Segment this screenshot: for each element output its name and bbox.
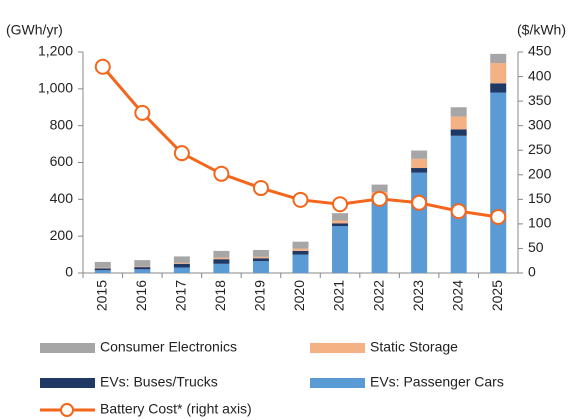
bar-segment [173,267,190,273]
bar-segment [134,267,151,270]
bar-segment [292,254,309,273]
bar-segment [252,261,269,273]
x-tick-label: 2019 [252,280,268,311]
bar-segment [292,250,309,255]
legend-swatch [40,378,95,388]
y2-axis-label: ($/kWh) [517,22,566,38]
bar-segment [173,256,190,263]
line-marker [490,209,507,226]
bar-segment [332,223,349,227]
legend-swatch [310,378,365,388]
bar-segment [332,220,349,224]
line-marker [371,190,388,207]
bar-segment [490,92,507,274]
bar-segment [173,263,190,268]
legend-label: EVs: Buses/Trucks [100,374,218,390]
bar-segment [490,63,507,84]
line-marker [411,194,428,211]
line-marker [94,58,111,75]
bar-segment [213,259,230,264]
bar-segment [213,250,230,258]
bar-segment [134,269,151,273]
y-tick-label: 800 [50,116,74,132]
line-marker [292,191,309,208]
bar-segment [94,261,111,268]
bar-segment [94,267,111,269]
y2-tick-label: 100 [528,215,552,231]
bar-segment [94,270,111,273]
bar-segment [292,241,309,249]
bar-segment [252,256,269,259]
bar-segment [332,213,349,221]
x-tick-label: 2020 [291,280,307,311]
legend-label: Battery Cost* (right axis) [100,401,252,417]
line-marker [213,165,230,182]
x-tick-label: 2018 [212,280,228,311]
bar-segment [252,258,269,262]
bar-segment [134,260,151,267]
x-tick-label: 2025 [489,280,505,311]
bar-segment [411,168,428,173]
legend-swatch [40,343,95,353]
bar-segment [490,53,507,64]
line-marker [134,104,151,121]
y-tick-label: 400 [50,190,74,206]
bar-segment [213,257,230,260]
y2-tick-label: 300 [528,116,552,132]
y2-tick-label: 350 [528,92,552,108]
bar-segment [134,266,151,268]
line-marker [173,145,190,162]
y-axis-label: (GWh/yr) [6,22,63,38]
x-tick-label: 2015 [93,280,109,311]
y2-tick-label: 200 [528,165,552,181]
bar-segment [450,107,467,117]
legend-label: Consumer Electronics [100,339,237,355]
bar-segment [371,199,388,273]
bar-segment [411,172,428,273]
bar-segment [450,116,467,130]
y2-tick-label: 150 [528,190,552,206]
y-tick-label: 600 [50,153,74,169]
line-marker [450,203,467,220]
line-marker [332,196,349,213]
bar-segment [213,263,230,273]
bar-segment [490,83,507,93]
x-tick-label: 2024 [449,280,465,311]
bar-segment [411,158,428,169]
y2-tick-label: 50 [528,239,544,255]
x-tick-label: 2016 [133,280,149,311]
y2-tick-label: 250 [528,141,552,157]
bar-segment [252,249,269,257]
y-tick-label: 1,200 [38,43,73,59]
x-tick-label: 2017 [173,280,189,311]
bar-segment [332,226,349,273]
bar-segment [292,248,309,251]
y-tick-label: 200 [50,227,74,243]
bar-segment [450,129,467,136]
y2-tick-label: 450 [528,43,552,59]
legend-marker [60,403,74,417]
line-marker [252,180,269,197]
legend-label: EVs: Passenger Cars [370,374,504,390]
bar-segment [94,268,111,271]
y-tick-label: 0 [65,264,73,280]
bar-segment [173,262,190,264]
y-tick-label: 1,000 [38,80,73,96]
x-tick-label: 2023 [410,280,426,311]
legend-swatch [310,343,365,353]
y2-tick-label: 0 [528,264,536,280]
bar-segment [371,184,388,192]
legend-label: Static Storage [370,339,458,355]
bar-segment [411,150,428,159]
x-tick-label: 2022 [370,280,386,311]
y2-tick-label: 400 [528,67,552,83]
x-tick-label: 2021 [331,280,347,311]
